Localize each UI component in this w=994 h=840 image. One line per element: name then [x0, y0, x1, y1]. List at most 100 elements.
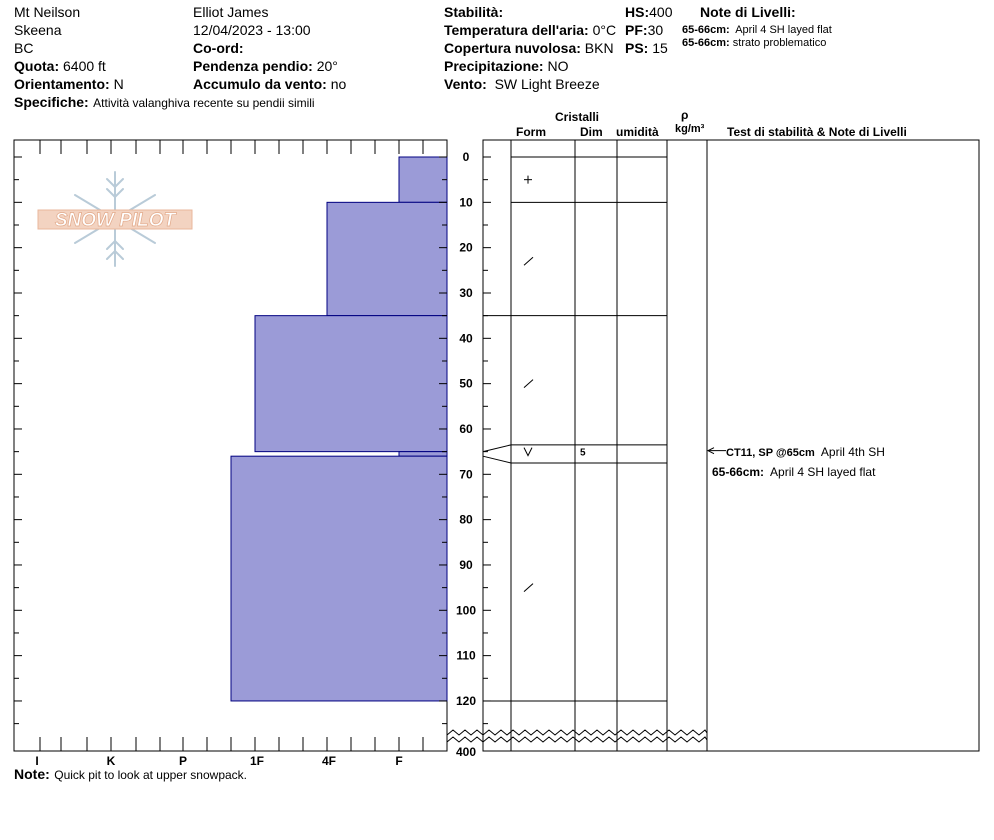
- air-temp-label: Temperatura dell'aria:: [444, 22, 589, 38]
- specifics: Specifiche: Attività valanghiva recente …: [14, 95, 315, 111]
- precip-value: NO: [547, 58, 569, 74]
- elevation-value: 6400 ft: [63, 58, 106, 74]
- col-rho: ρ: [681, 108, 689, 122]
- depth-label-100: 100: [456, 603, 476, 617]
- grain-slash-4: [523, 583, 534, 593]
- grain-symbols: 5: [523, 175, 586, 593]
- stability-test-1-code: CT11, SP @65cm: [726, 447, 815, 459]
- layer-notes-title: Note di Livelli:: [700, 4, 796, 20]
- pf: PF:30: [625, 23, 663, 37]
- layer-note-2-text: strato problematico: [732, 37, 827, 49]
- col-crystals: Cristalli: [555, 110, 600, 124]
- depth-label-60: 60: [459, 422, 473, 436]
- stability-layer-note-1-text: April 4 SH layed flat: [770, 465, 876, 479]
- wedge-bottom: [482, 455, 512, 464]
- hardness-layer-3: [398, 451, 448, 457]
- wind: Vento: SW Light Breeze: [444, 77, 600, 91]
- hardness-label-K: K: [107, 754, 116, 768]
- hardness-layer-1: [326, 201, 448, 317]
- hardness-label-4F: 4F: [322, 754, 336, 768]
- col-dim: Dim: [580, 125, 603, 139]
- col-moisture: umidità: [616, 125, 659, 139]
- stability-test-1: CT11, SP @65cm April 4th SH: [726, 446, 885, 459]
- hs-value: 400: [649, 4, 673, 20]
- col-density-unit: kg/m³: [675, 123, 705, 135]
- depth-label-70: 70: [459, 467, 473, 481]
- stability-marks: [706, 447, 726, 455]
- depth-label-20: 20: [459, 241, 473, 255]
- grain-slash-1: [523, 256, 534, 266]
- stability-layer-note-1: 65-66cm: April 4 SH layed flat: [712, 466, 875, 478]
- hardness-layer-2: [254, 315, 448, 453]
- observer: Elliot James: [193, 4, 269, 20]
- hardness-label-P: P: [179, 754, 187, 768]
- hs-label: HS:: [625, 4, 650, 20]
- depth-label-0: 0: [463, 150, 470, 164]
- precip-label: Precipitazione:: [444, 58, 544, 74]
- specifics-value: Attività valanghiva recente su pendii si…: [93, 96, 315, 110]
- air-temp: Temperatura dell'aria: 0°C: [444, 23, 616, 37]
- ps: PS: 15: [625, 41, 668, 55]
- slope-value: 20°: [316, 58, 338, 74]
- stability-label: Stabilità:: [444, 4, 504, 20]
- datetime: 12/04/2023 - 13:00: [193, 22, 311, 38]
- depth-label-40: 40: [459, 331, 473, 345]
- col-form: Form: [516, 125, 546, 139]
- layer-note-2: 65-66cm: strato problematico: [682, 38, 826, 49]
- region: BC: [14, 40, 34, 56]
- depth-axis: 0 10 20 30 40 50 60 70 80 90 100 110 120: [456, 150, 476, 708]
- layer-note-1-depth: 65-66cm:: [682, 24, 730, 36]
- location: Mt Neilson: [14, 4, 81, 20]
- aspect-value: N: [113, 76, 124, 92]
- footer-note-label: Note:: [14, 766, 50, 782]
- aspect: Orientamento: N: [14, 77, 124, 91]
- layer-note-2-depth: 65-66cm:: [682, 37, 730, 49]
- wind-loading: Accumulo da vento: no: [193, 77, 346, 91]
- col-stability-notes: Test di stabilità & Note di Livelli: [727, 125, 907, 139]
- hardness-label-I: I: [35, 754, 38, 768]
- grain-dim-3: 5: [580, 448, 586, 459]
- air-temp-value: 0°C: [592, 22, 617, 38]
- wind-label: Vento:: [444, 76, 487, 92]
- depth-label-120: 120: [456, 694, 476, 708]
- aspect-label: Orientamento:: [14, 76, 110, 92]
- slope-label: Pendenza pendio:: [193, 58, 313, 74]
- depth-label-80: 80: [459, 513, 473, 527]
- stability-arrow-head-0: [706, 447, 715, 455]
- hardness-label-1F: 1F: [250, 754, 264, 768]
- depth-label-10: 10: [459, 195, 473, 209]
- pf-value: 30: [647, 22, 664, 38]
- elevation-label: Quota:: [14, 58, 60, 74]
- range: Skeena: [14, 22, 62, 38]
- hardness-layer-0: [398, 156, 448, 203]
- elevation: Quota: 6400 ft: [14, 59, 106, 73]
- hs: HS:400: [625, 5, 672, 19]
- wind-loading-label: Accumulo da vento:: [193, 76, 327, 92]
- cloud-value: BKN: [584, 40, 614, 56]
- stability-layer-note-1-depth: 65-66cm:: [712, 465, 765, 479]
- ps-value: 15: [652, 40, 668, 56]
- slope: Pendenza pendio: 20°: [193, 59, 338, 73]
- grain-v-3: [523, 447, 533, 457]
- layer-boundaries: [482, 156, 667, 702]
- hardness-bars: [230, 156, 448, 702]
- stability-test-1-comment: April 4th SH: [820, 445, 885, 459]
- depth-label-50: 50: [459, 377, 473, 391]
- depth-bottom-label: 400: [456, 745, 476, 759]
- footer-note: Note: Quick pit to look at upper snowpac…: [14, 767, 247, 783]
- depth-label-90: 90: [459, 558, 473, 572]
- wedge-top: [482, 444, 512, 453]
- footer-note-value: Quick pit to look at upper snowpack.: [54, 768, 248, 782]
- precipitation: Precipitazione: NO: [444, 59, 568, 73]
- depth-label-110: 110: [456, 649, 476, 663]
- specifics-label: Specifiche:: [14, 94, 89, 110]
- layer-note-1: 65-66cm: April 4 SH layed flat: [682, 25, 832, 36]
- hardness-label-F: F: [395, 754, 402, 768]
- pf-label: PF:: [625, 22, 648, 38]
- layer-note-1-text: April 4 SH layed flat: [735, 24, 832, 36]
- depth-label-30: 30: [459, 286, 473, 300]
- coord-label: Co-ord:: [193, 40, 244, 56]
- snowpilot-logo: SNOW PILOT: [37, 171, 193, 267]
- logo-text: SNOW PILOT: [55, 210, 177, 231]
